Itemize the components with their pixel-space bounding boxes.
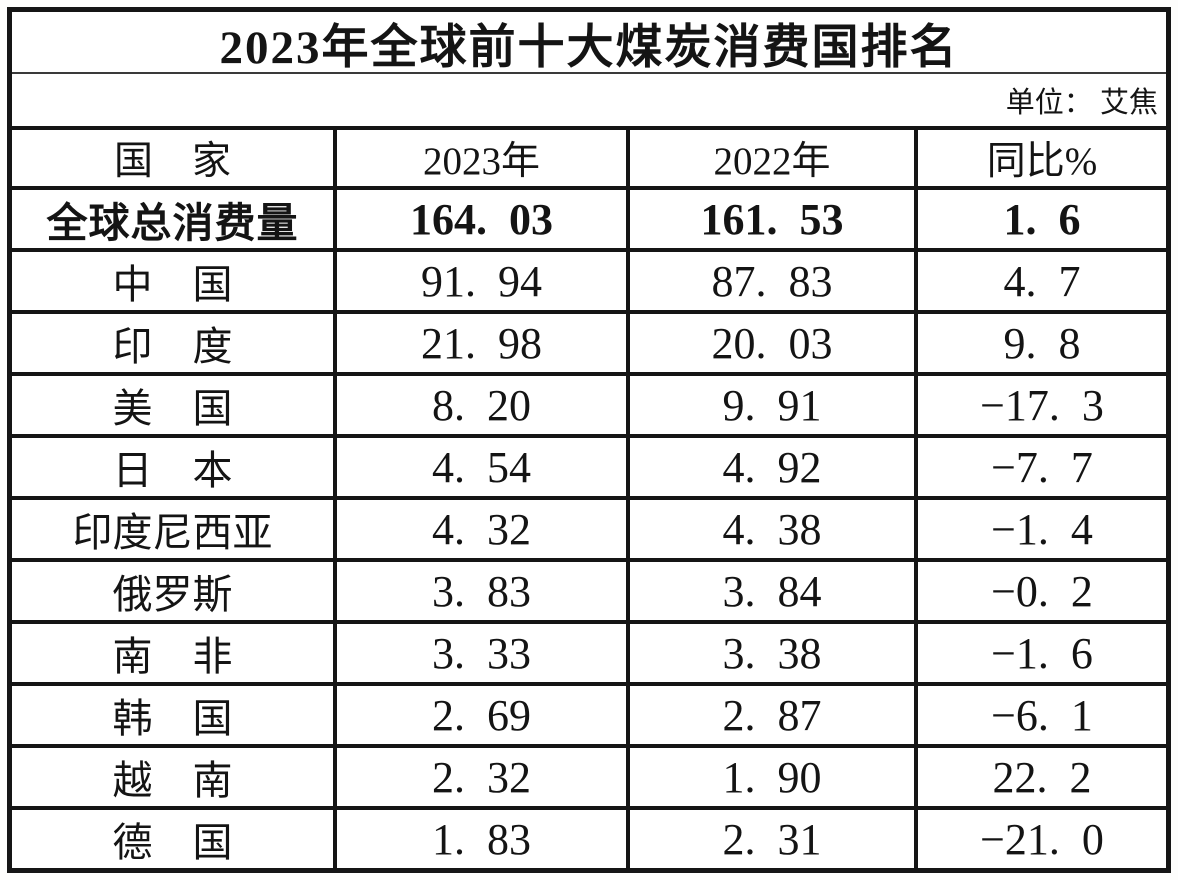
cell-2022-value: 3. 84 (626, 562, 914, 620)
cell-2023-value: 1. 83 (333, 810, 626, 868)
cell-country: 印 度 (112, 324, 233, 369)
unit-band: 单位： 艾焦 (12, 74, 1166, 126)
cell-country: 德 国 (112, 820, 233, 865)
table-row-india: 印 度 21. 98 20. 03 9. 8 (12, 310, 1166, 372)
cell-2023-value: 164. 03 (333, 190, 626, 248)
table-row-usa: 美 国 8. 20 9. 91 −17. 3 (12, 372, 1166, 434)
table-row-vietnam: 越 南 2. 32 1. 90 22. 2 (12, 744, 1166, 806)
table-row-russia: 俄罗斯 3. 83 3. 84 −0. 2 (12, 558, 1166, 620)
cell-2023-value: 4. 54 (333, 438, 626, 496)
cell-2023-value: 2. 69 (333, 686, 626, 744)
cell-yoy-value: 22. 2 (914, 748, 1166, 806)
header-row: 国 家 2023年 2022年 同比% (12, 126, 1166, 186)
cell-country: 南 非 (112, 634, 233, 679)
table-row-global-total: 全球总消费量 164. 03 161. 53 1. 6 (12, 186, 1166, 248)
cell-country: 印度尼西亚 (72, 510, 273, 555)
cell-yoy-value: −17. 3 (914, 376, 1166, 434)
cell-2022-value: 161. 53 (626, 190, 914, 248)
title-band: 2023年全球前十大煤炭消费国排名 (12, 12, 1166, 74)
header-2023: 2023年 (333, 130, 626, 186)
cell-yoy-value: −1. 4 (914, 500, 1166, 558)
cell-2022-value: 4. 92 (626, 438, 914, 496)
cell-country: 中 国 (112, 262, 233, 307)
cell-2023-value: 8. 20 (333, 376, 626, 434)
table-row-germany: 德 国 1. 83 2. 31 −21. 0 (12, 806, 1166, 868)
cell-country: 日 本 (112, 448, 233, 493)
header-yoy: 同比% (914, 130, 1166, 186)
cell-2023-value: 91. 94 (333, 252, 626, 310)
cell-2022-value: 3. 38 (626, 624, 914, 682)
cell-yoy-value: 4. 7 (914, 252, 1166, 310)
unit-label: 单位： 艾焦 (1005, 87, 1158, 119)
header-country: 国 家 (113, 140, 231, 183)
cell-2022-value: 2. 87 (626, 686, 914, 744)
cell-yoy-value: 9. 8 (914, 314, 1166, 372)
cell-2022-value: 20. 03 (626, 314, 914, 372)
cell-2022-value: 1. 90 (626, 748, 914, 806)
cell-country: 美 国 (112, 386, 233, 431)
page-title: 2023年全球前十大煤炭消费国排名 (219, 21, 959, 74)
table-row-japan: 日 本 4. 54 4. 92 −7. 7 (12, 434, 1166, 496)
cell-2023-value: 3. 83 (333, 562, 626, 620)
cell-2023-value: 4. 32 (333, 500, 626, 558)
cell-yoy-value: −21. 0 (914, 810, 1166, 868)
cell-country: 越 南 (112, 758, 233, 803)
cell-country: 全球总消费量 (46, 200, 299, 246)
cell-country: 俄罗斯 (112, 572, 233, 617)
cell-country: 韩 国 (112, 696, 233, 741)
cell-yoy-value: −0. 2 (914, 562, 1166, 620)
table-row-south-africa: 南 非 3. 33 3. 38 −1. 6 (12, 620, 1166, 682)
cell-2022-value: 87. 83 (626, 252, 914, 310)
cell-yoy-value: 1. 6 (914, 190, 1166, 248)
cell-2022-value: 9. 91 (626, 376, 914, 434)
cell-yoy-value: −1. 6 (914, 624, 1166, 682)
cell-2022-value: 4. 38 (626, 500, 914, 558)
cell-yoy-value: −7. 7 (914, 438, 1166, 496)
table-row-indonesia: 印度尼西亚 4. 32 4. 38 −1. 4 (12, 496, 1166, 558)
coal-consumption-table: 2023年全球前十大煤炭消费国排名 单位： 艾焦 国 家 2023年 2022年… (7, 7, 1171, 873)
cell-2023-value: 3. 33 (333, 624, 626, 682)
table-row-china: 中 国 91. 94 87. 83 4. 7 (12, 248, 1166, 310)
cell-2023-value: 21. 98 (333, 314, 626, 372)
cell-yoy-value: −6. 1 (914, 686, 1166, 744)
header-2022: 2022年 (626, 130, 914, 186)
table-row-south-korea: 韩 国 2. 69 2. 87 −6. 1 (12, 682, 1166, 744)
cell-2023-value: 2. 32 (333, 748, 626, 806)
cell-2022-value: 2. 31 (626, 810, 914, 868)
